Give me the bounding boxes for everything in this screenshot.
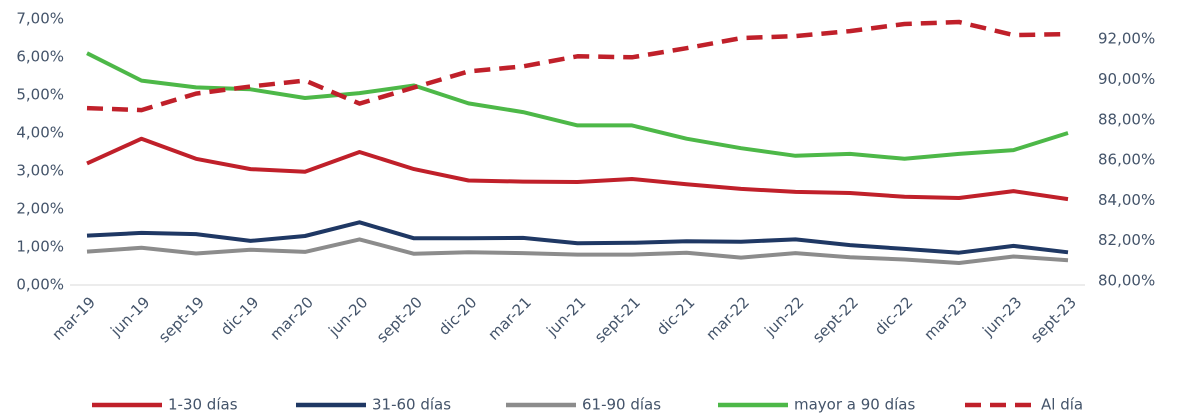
y-tick-label: 2,00%: [16, 200, 64, 218]
x-tick-label: dic-20: [435, 293, 481, 339]
y2-tick-label: 86,00%: [1098, 151, 1155, 169]
x-tick-label: mar-20: [266, 293, 317, 344]
series-line: [86, 136, 1069, 202]
x-tick-label: jun-19: [106, 293, 153, 340]
y-tick-label: 5,00%: [16, 86, 64, 104]
y2-tick-label: 82,00%: [1098, 231, 1155, 249]
y2-tick-label: 80,00%: [1098, 271, 1155, 289]
series-line: [86, 220, 1069, 255]
x-tick-label: mar-22: [702, 293, 753, 344]
y2-tick-label: 84,00%: [1098, 191, 1155, 209]
x-tick-label: jun-21: [542, 293, 589, 340]
x-tick-label: sept-21: [591, 293, 644, 346]
y-tick-label: 1,00%: [16, 238, 64, 256]
legend-label: 31-60 días: [372, 396, 451, 414]
x-tick-label: dic-22: [871, 293, 917, 339]
y2-tick-label: 88,00%: [1098, 110, 1155, 128]
x-tick-label: dic-19: [217, 293, 263, 339]
x-tick-label: sept-22: [809, 293, 862, 346]
x-tick-label: jun-22: [760, 293, 807, 340]
x-tick-label: jun-20: [324, 293, 371, 340]
series-line: [86, 19, 1069, 113]
y-tick-label: 6,00%: [16, 48, 64, 66]
legend-label: 61-90 días: [582, 396, 661, 414]
x-tick-label: dic-21: [653, 293, 699, 339]
x-tick-label: mar-23: [920, 293, 971, 344]
legend-label: 1-30 días: [168, 396, 238, 414]
legend-label: mayor a 90 días: [794, 396, 915, 414]
x-tick-label: sept-19: [155, 293, 208, 346]
y2-tick-label: 90,00%: [1098, 70, 1155, 88]
y2-tick-label: 92,00%: [1098, 30, 1155, 48]
y-tick-label: 3,00%: [16, 162, 64, 180]
x-tick-label: jun-23: [978, 293, 1025, 340]
y-tick-label: 4,00%: [16, 124, 64, 142]
legend-label: Al día: [1041, 396, 1083, 414]
y-tick-label: 0,00%: [16, 276, 64, 294]
x-tick-label: mar-19: [48, 293, 99, 344]
x-tick-label: sept-20: [373, 293, 426, 346]
y-tick-label: 7,00%: [16, 10, 64, 28]
x-tick-label: sept-23: [1027, 293, 1080, 346]
series-line: [86, 237, 1069, 265]
x-tick-label: mar-21: [484, 293, 535, 344]
series-line: [86, 51, 1069, 161]
